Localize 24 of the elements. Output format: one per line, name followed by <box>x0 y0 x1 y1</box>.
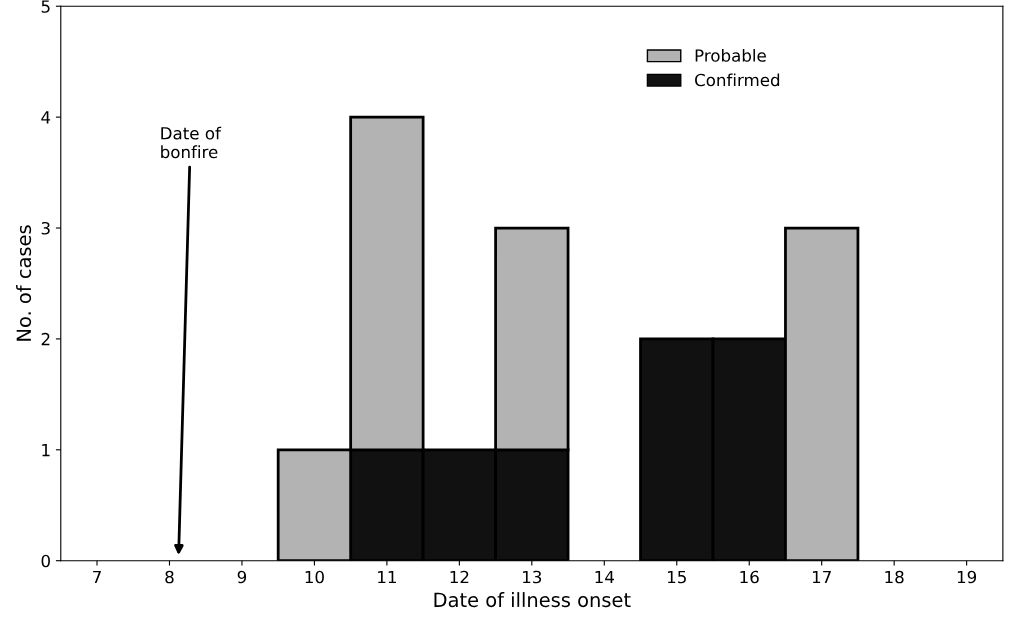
x-tick-label: 8 <box>165 570 174 584</box>
x-tick-label: 9 <box>237 570 247 584</box>
x-tick-label: 14 <box>595 570 614 584</box>
y-axis-title: No. of cases <box>16 225 32 341</box>
x-axis-title: Date of illness onset <box>434 592 631 608</box>
x-tick-label: 7 <box>93 570 101 584</box>
x-tick-label: 16 <box>740 570 759 584</box>
y-tick-label: 1 <box>42 443 50 457</box>
x-tick-label: 10 <box>305 570 324 584</box>
x-tick-label: 17 <box>812 570 831 584</box>
y-tick-label: 3 <box>41 221 50 235</box>
x-tick-label: 15 <box>667 570 686 584</box>
x-tick-label: 12 <box>450 570 469 584</box>
y-tick-label: 5 <box>41 0 50 13</box>
y-tick-label: 0 <box>41 554 50 568</box>
legend-label: Confirmed <box>695 73 780 87</box>
x-tick-label: 11 <box>378 570 396 584</box>
x-tick-label: 13 <box>523 570 542 584</box>
annotation: Date of bonfire <box>161 126 222 159</box>
y-tick-label: 2 <box>41 332 50 346</box>
legend-label: Probable <box>695 48 766 62</box>
y-tick-label: 4 <box>41 111 51 124</box>
x-tick-label: 19 <box>957 570 977 584</box>
x-tick-label: 18 <box>885 570 904 584</box>
